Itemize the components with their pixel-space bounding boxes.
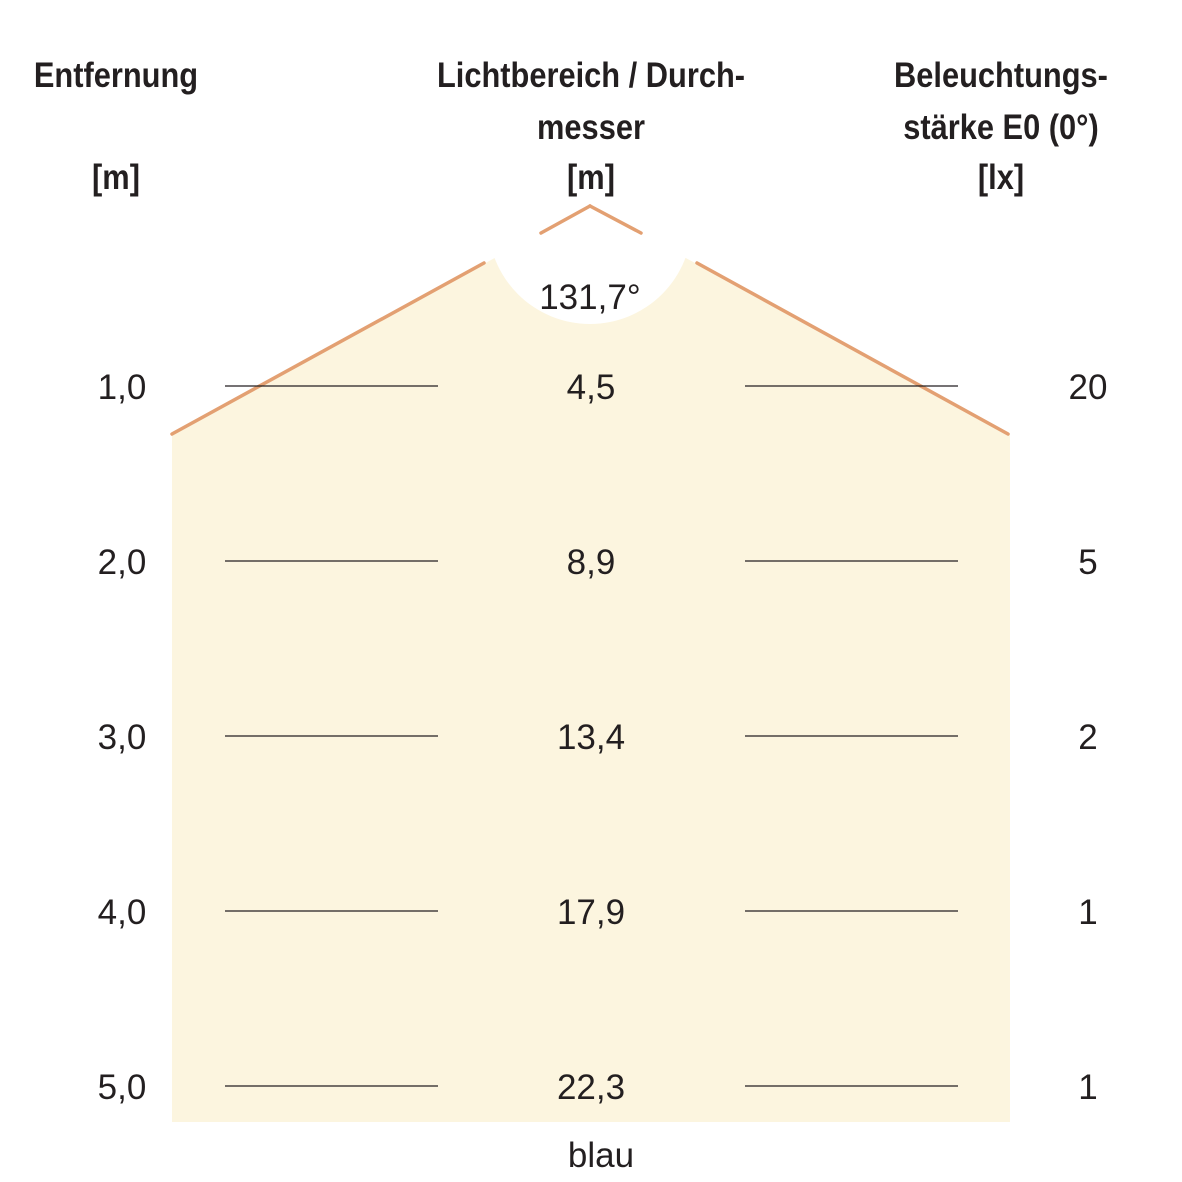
header-diameter-line2: messer: [537, 108, 645, 147]
color-label: blau: [568, 1136, 634, 1175]
diameter-value: 4,5: [567, 368, 616, 407]
illuminance-value: 1: [1078, 1068, 1097, 1107]
distance-value: 2,0: [98, 543, 147, 582]
beam-edge-apex-right: [588, 204, 643, 235]
diameter-value: 13,4: [557, 718, 625, 757]
header-distance-title: Entfernung: [33, 56, 199, 95]
distance-rows: 1,0 4,5 20 2,0 8,9 5 3,0 13,4 2 4,0 17,9 1 5,0 22,3 1: [98, 368, 1108, 1107]
header-diameter-line1: Lichtbereich / Durch-: [436, 56, 746, 95]
beam-edge-apex-left: [539, 204, 592, 235]
header-diameter: Lichtbereich / Durch- messer: [414, 50, 768, 154]
distance-value: 5,0: [98, 1068, 147, 1107]
angle-notch: [488, 120, 692, 324]
header-illuminance-unit: [lx]: [977, 158, 1025, 197]
distance-value: 3,0: [98, 718, 147, 757]
illuminance-value: 5: [1078, 543, 1097, 582]
beam-area: [172, 206, 1010, 1122]
beam-edges: [170, 204, 1010, 436]
header-distance: Entfernung: [5, 50, 227, 102]
header-illuminance-line2: stärke E0 (0°): [903, 108, 1099, 147]
beam-angle-label: 131,7°: [539, 278, 641, 317]
beam-edge-left: [170, 261, 486, 436]
distance-value: 4,0: [98, 893, 147, 932]
illuminance-value: 1: [1078, 893, 1097, 932]
distance-value: 1,0: [98, 368, 147, 407]
header-illuminance: Beleuchtungs- stärke E0 (0°): [868, 50, 1134, 154]
header-distance-unit: [m]: [92, 158, 140, 197]
diameter-value: 17,9: [557, 893, 625, 932]
header-illuminance-line1: Beleuchtungs-: [894, 56, 1108, 95]
header-diameter-unit: [m]: [567, 158, 615, 197]
illuminance-value: 2: [1078, 718, 1097, 757]
diameter-value: 22,3: [557, 1068, 625, 1107]
illuminance-value: 20: [1069, 368, 1108, 407]
beam-edge-right: [695, 261, 1010, 436]
diameter-value: 8,9: [567, 543, 616, 582]
